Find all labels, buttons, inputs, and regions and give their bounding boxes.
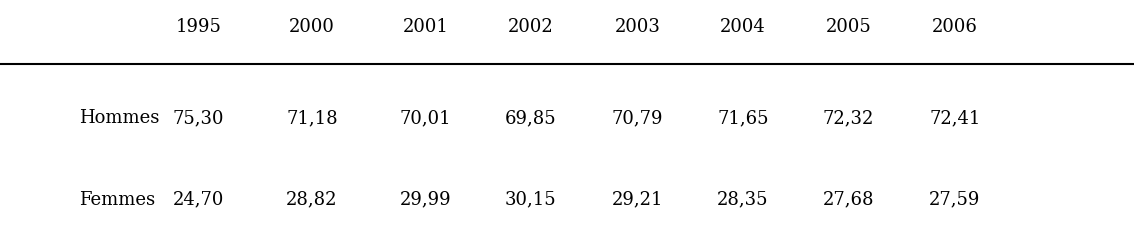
Text: 70,79: 70,79 [611, 109, 663, 127]
Text: 2006: 2006 [932, 18, 978, 36]
Text: 28,35: 28,35 [717, 191, 769, 209]
Text: 72,32: 72,32 [822, 109, 874, 127]
Text: 2001: 2001 [403, 18, 448, 36]
Text: 70,01: 70,01 [399, 109, 451, 127]
Text: Femmes: Femmes [79, 191, 155, 209]
Text: 27,59: 27,59 [929, 191, 981, 209]
Text: 71,18: 71,18 [286, 109, 338, 127]
Text: 29,21: 29,21 [611, 191, 663, 209]
Text: 2002: 2002 [508, 18, 553, 36]
Text: 24,70: 24,70 [172, 191, 225, 209]
Text: 72,41: 72,41 [929, 109, 981, 127]
Text: 2005: 2005 [826, 18, 871, 36]
Text: 30,15: 30,15 [505, 191, 557, 209]
Text: 71,65: 71,65 [717, 109, 769, 127]
Text: 2000: 2000 [289, 18, 335, 36]
Text: Hommes: Hommes [79, 109, 160, 127]
Text: 2004: 2004 [720, 18, 765, 36]
Text: 27,68: 27,68 [822, 191, 874, 209]
Text: 1995: 1995 [176, 18, 221, 36]
Text: 69,85: 69,85 [505, 109, 557, 127]
Text: 75,30: 75,30 [172, 109, 225, 127]
Text: 29,99: 29,99 [399, 191, 451, 209]
Text: 2003: 2003 [615, 18, 660, 36]
Text: 28,82: 28,82 [286, 191, 338, 209]
